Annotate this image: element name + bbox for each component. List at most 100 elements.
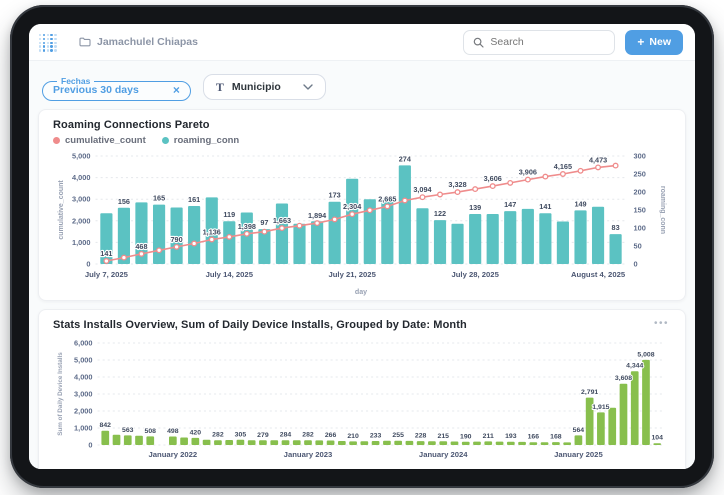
pareto-bar[interactable]: [117, 207, 130, 264]
pareto-bar[interactable]: [609, 234, 622, 264]
pareto-bar[interactable]: [591, 206, 605, 264]
installs-bar[interactable]: [135, 435, 143, 445]
line-point[interactable]: [278, 225, 285, 232]
installs-bar[interactable]: [529, 442, 538, 445]
installs-bar[interactable]: [259, 440, 267, 445]
pareto-bar[interactable]: [416, 208, 429, 264]
installs-bar[interactable]: [552, 442, 560, 445]
line-point[interactable]: [296, 222, 303, 229]
installs-bar[interactable]: [270, 440, 279, 445]
pareto-bar[interactable]: [556, 221, 569, 265]
installs-bar[interactable]: [619, 383, 628, 445]
line-point[interactable]: [507, 179, 514, 186]
installs-chart-svg[interactable]: 0 1,000 2,000 3,000 4,000 5,000 6,000 842 563 508…: [53, 333, 671, 469]
municipio-filter-chip[interactable]: T Municipio: [202, 74, 326, 100]
installs-bar[interactable]: [405, 440, 414, 445]
line-point[interactable]: [226, 233, 233, 240]
installs-bar[interactable]: [585, 397, 594, 445]
pareto-bar[interactable]: [574, 210, 587, 264]
pareto-bar[interactable]: [451, 223, 464, 264]
date-filter-value[interactable]: Previous 30 days: [53, 84, 139, 96]
pareto-bar[interactable]: [363, 199, 376, 264]
line-point[interactable]: [261, 228, 268, 235]
date-filter-chip[interactable]: Fechas Previous 30 days ×: [42, 76, 191, 101]
line-point[interactable]: [577, 167, 584, 174]
pareto-bar[interactable]: [100, 213, 113, 264]
pareto-bar[interactable]: [328, 201, 341, 264]
pareto-bar[interactable]: [381, 198, 394, 264]
installs-bar[interactable]: [563, 442, 572, 445]
installs-bar[interactable]: [540, 442, 549, 445]
installs-bar[interactable]: [484, 441, 493, 445]
pareto-bar[interactable]: [135, 202, 148, 264]
clear-filter-icon[interactable]: ×: [172, 83, 180, 97]
line-point[interactable]: [173, 243, 180, 250]
metabase-logo-icon[interactable]: [39, 34, 57, 52]
pareto-bar[interactable]: [433, 220, 447, 264]
installs-bar[interactable]: [495, 441, 504, 445]
installs-bar[interactable]: [123, 435, 132, 445]
pareto-bar[interactable]: [486, 214, 499, 264]
pareto-bar[interactable]: [258, 229, 271, 264]
installs-bar[interactable]: [608, 407, 617, 445]
installs-bar[interactable]: [439, 441, 448, 445]
line-point[interactable]: [243, 230, 250, 237]
line-point[interactable]: [542, 173, 549, 180]
pareto-bar[interactable]: [240, 212, 253, 265]
installs-bar[interactable]: [236, 439, 245, 445]
line-point[interactable]: [419, 194, 426, 201]
pareto-chart-svg[interactable]: 0 1,000 2,000 3,000 4,000 5,000 0 50 100 150 200 25…: [53, 148, 671, 298]
line-point[interactable]: [349, 211, 356, 218]
installs-bar[interactable]: [642, 359, 650, 445]
pareto-chart[interactable]: 0 1,000 2,000 3,000 4,000 5,000 0 50 100 150 200 25…: [53, 148, 671, 298]
line-point[interactable]: [472, 186, 479, 193]
installs-bar[interactable]: [450, 441, 459, 446]
installs-bar[interactable]: [112, 434, 121, 445]
installs-bar[interactable]: [146, 436, 155, 445]
line-point[interactable]: [595, 164, 602, 171]
installs-bar[interactable]: [180, 437, 188, 446]
line-point[interactable]: [366, 207, 373, 214]
installs-bar[interactable]: [202, 439, 211, 445]
installs-bar[interactable]: [473, 441, 481, 445]
search-box[interactable]: [463, 29, 616, 55]
installs-bar[interactable]: [247, 440, 256, 445]
pareto-bar[interactable]: [521, 208, 534, 264]
line-point[interactable]: [437, 191, 443, 198]
line-point[interactable]: [138, 250, 145, 257]
legend-item-cumulative-count[interactable]: cumulative_count: [53, 135, 146, 146]
pareto-bar[interactable]: [293, 223, 306, 264]
installs-bar[interactable]: [214, 440, 222, 445]
installs-bar[interactable]: [394, 440, 403, 445]
installs-bar[interactable]: [360, 441, 369, 445]
pareto-bar[interactable]: [152, 204, 166, 264]
legend-item-roaming-conn[interactable]: roaming_conn: [161, 135, 239, 146]
installs-bar[interactable]: [281, 440, 290, 445]
line-point[interactable]: [559, 171, 566, 177]
line-point[interactable]: [331, 216, 338, 223]
line-point[interactable]: [156, 247, 163, 254]
pareto-bar[interactable]: [205, 197, 218, 264]
installs-bar[interactable]: [225, 440, 234, 445]
line-point[interactable]: [314, 220, 321, 227]
pareto-bar[interactable]: [188, 206, 201, 264]
installs-bar[interactable]: [349, 441, 357, 445]
installs-bar[interactable]: [169, 436, 177, 446]
search-input[interactable]: [490, 36, 606, 48]
pareto-bar[interactable]: [539, 213, 552, 264]
installs-bar[interactable]: [416, 441, 425, 445]
installs-bar[interactable]: [304, 440, 312, 445]
pareto-bar[interactable]: [223, 221, 236, 264]
line-point[interactable]: [120, 254, 127, 261]
new-button[interactable]: + New: [625, 29, 683, 55]
installs-bar[interactable]: [506, 441, 515, 445]
line-point[interactable]: [612, 162, 619, 169]
pareto-bar[interactable]: [275, 203, 289, 265]
breadcrumb[interactable]: Jamachulel Chiapas: [79, 36, 198, 48]
installs-bar[interactable]: [630, 371, 639, 445]
installs-bar[interactable]: [383, 440, 391, 445]
line-point[interactable]: [524, 176, 531, 183]
installs-bar[interactable]: [653, 443, 662, 445]
pareto-bar[interactable]: [398, 165, 411, 264]
installs-bar[interactable]: [191, 437, 200, 445]
